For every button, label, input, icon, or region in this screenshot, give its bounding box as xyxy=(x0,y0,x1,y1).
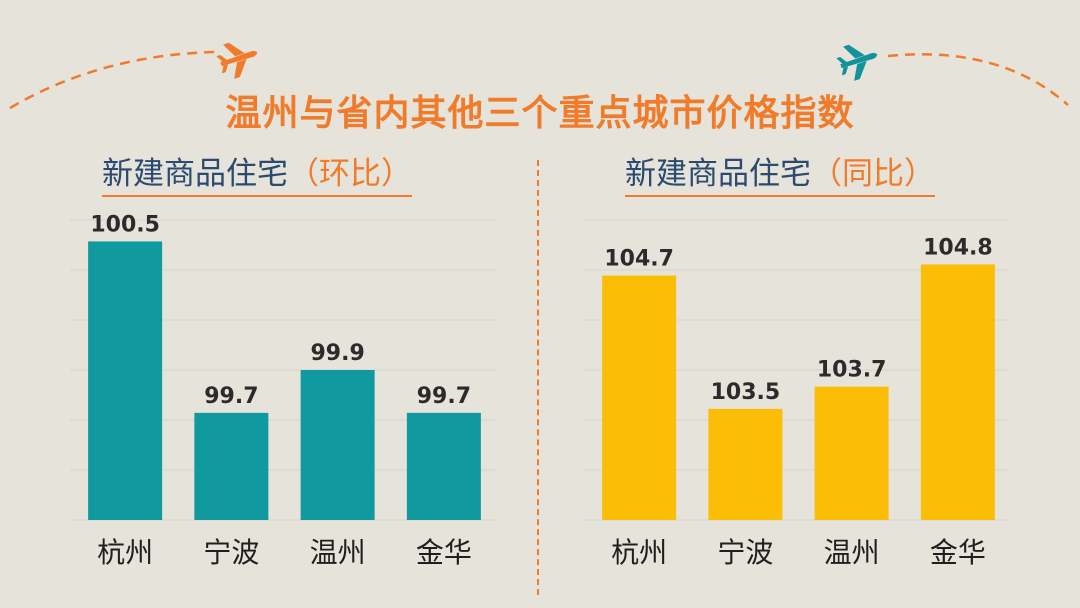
bar xyxy=(88,241,163,520)
bar xyxy=(708,408,783,520)
data-label: 104.7 xyxy=(604,247,674,272)
data-label: 99.9 xyxy=(310,341,364,366)
data-label: 104.8 xyxy=(923,235,993,260)
dashed-flight-path-left xyxy=(9,50,216,110)
airplane-icon-orange xyxy=(216,42,258,79)
chart-title-main: 新建商品住宅 xyxy=(102,156,288,192)
category-label: 宁波 xyxy=(717,536,773,569)
bar xyxy=(920,264,995,520)
category-label: 杭州 xyxy=(611,536,667,569)
bar-chart-mom: 100.5 杭州 99.7 宁波 99.9 温州 99.7 金华 xyxy=(70,212,495,569)
category-label: 宁波 xyxy=(203,536,259,569)
data-label: 100.5 xyxy=(90,212,160,237)
chart-title-paren: （环比） xyxy=(288,156,412,192)
category-label: 杭州 xyxy=(97,536,153,569)
page-title: 温州与省内其他三个重点城市价格指数 xyxy=(225,93,855,134)
data-label: 103.7 xyxy=(817,358,887,383)
category-label: 金华 xyxy=(930,536,986,569)
chart-title-mom: 新建商品住宅（环比） xyxy=(102,148,412,197)
chart-title-main: 新建商品住宅 xyxy=(625,156,811,192)
bar xyxy=(406,412,481,520)
bar xyxy=(194,412,269,520)
bar-chart-yoy: 104.7 杭州 103.5 宁波 103.7 温州 104.8 金华 xyxy=(584,219,1009,569)
bar xyxy=(300,370,375,520)
data-label: 103.5 xyxy=(711,380,781,405)
chart-divider xyxy=(537,160,539,595)
chart-title-paren: （同比） xyxy=(811,156,935,192)
bar xyxy=(814,386,889,520)
data-label: 99.7 xyxy=(204,384,258,409)
bar xyxy=(602,275,677,520)
category-label: 温州 xyxy=(824,536,880,569)
category-label: 金华 xyxy=(416,536,472,569)
airplane-icon-teal xyxy=(836,44,878,81)
category-label: 温州 xyxy=(310,536,366,569)
dashed-flight-path-right xyxy=(887,53,1069,106)
data-label: 99.7 xyxy=(417,384,471,409)
chart-title-yoy: 新建商品住宅（同比） xyxy=(625,148,935,197)
